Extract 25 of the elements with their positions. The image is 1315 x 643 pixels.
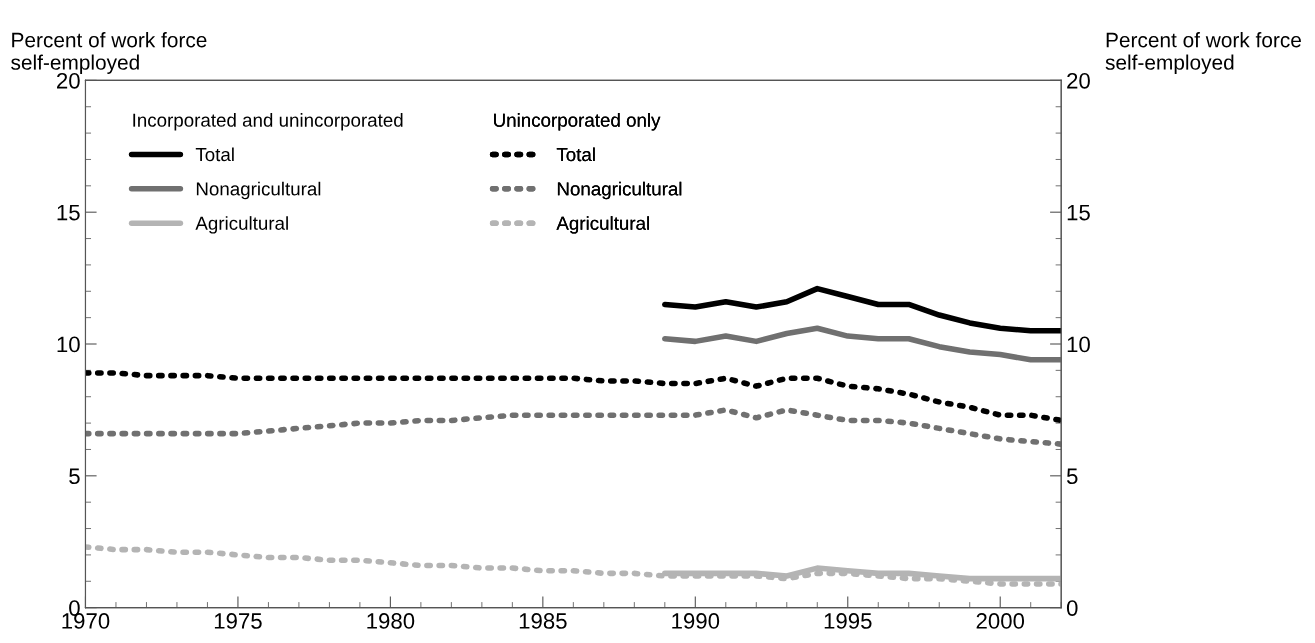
y2-tick-label: 10 bbox=[1067, 336, 1090, 353]
legend-label: Total bbox=[556, 147, 595, 162]
x-tick-label: 1990 bbox=[672, 613, 720, 629]
legend-label: Agricultural bbox=[556, 216, 649, 234]
y-axis-title: Percent of work force self-employed bbox=[11, 32, 207, 74]
y2-axis-title: Percent of work force self-employed bbox=[1105, 32, 1301, 74]
x-tick-label: 2000 bbox=[976, 613, 1025, 629]
y-tick-label: 10 bbox=[57, 336, 80, 353]
y2-tick-label: 5 bbox=[1066, 468, 1078, 485]
legend-label: Nonagricultural bbox=[557, 181, 682, 200]
x-tick-label: 1995 bbox=[824, 613, 872, 629]
y2-tick-label: 0 bbox=[1066, 600, 1078, 616]
y-tick-label: 20 bbox=[57, 72, 80, 89]
legend-label: Total bbox=[195, 147, 234, 162]
y2-tick-label: 20 bbox=[1067, 72, 1090, 89]
x-tick-label: 1985 bbox=[519, 613, 567, 629]
annotation: Incorporated and unincorporated bbox=[133, 113, 403, 131]
legend-label: Nonagricultural bbox=[196, 181, 321, 200]
x-tick-label: 1980 bbox=[367, 613, 415, 629]
y2-tick-label: 15 bbox=[1067, 204, 1090, 221]
y-tick-label: 15 bbox=[57, 204, 80, 221]
x-tick-label: 1975 bbox=[214, 613, 262, 629]
legend-label: Agricultural bbox=[195, 216, 288, 234]
annotation: Unincorporated only bbox=[494, 113, 661, 131]
y-tick-label: 5 bbox=[69, 468, 80, 485]
